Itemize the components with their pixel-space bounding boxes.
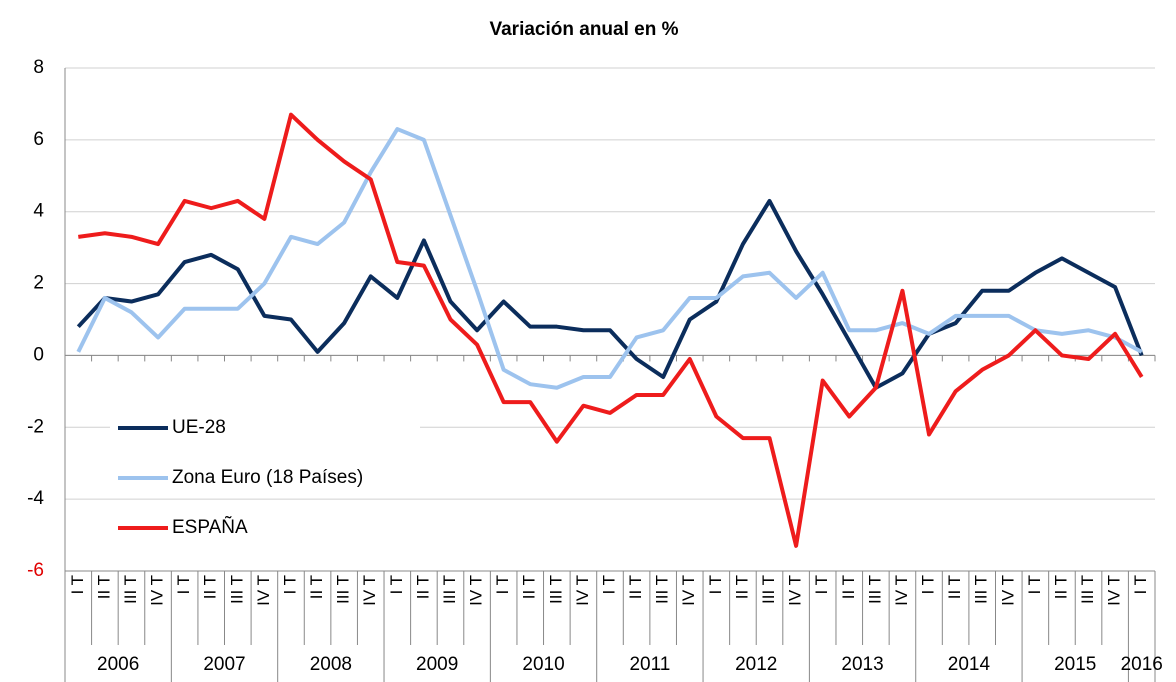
x-tick-label: I T xyxy=(919,575,938,595)
year-label: 2010 xyxy=(522,654,564,675)
x-tick-label: III T xyxy=(1078,575,1097,604)
year-label: 2015 xyxy=(1054,654,1096,675)
x-tick-label: III T xyxy=(972,575,991,604)
legend-label: Zona Euro (18 Países) xyxy=(172,467,363,488)
x-tick-label: I T xyxy=(387,575,406,595)
legend-label: ESPAÑA xyxy=(172,516,248,538)
x-tick-label: IV T xyxy=(467,575,486,606)
x-tick-label: I T xyxy=(280,575,299,595)
x-tick-label: II T xyxy=(732,575,751,599)
x-tick-label: III T xyxy=(653,575,672,604)
year-label: 2016 xyxy=(1121,654,1163,675)
year-label: 2009 xyxy=(416,654,458,675)
y-tick-label: -4 xyxy=(27,488,44,509)
y-tick-label: 4 xyxy=(33,201,44,222)
year-label: 2013 xyxy=(841,654,883,675)
x-tick-label: I T xyxy=(1131,575,1150,595)
series-line xyxy=(76,127,1143,390)
x-tick-label: I T xyxy=(1025,575,1044,595)
x-tick-label: II T xyxy=(1051,575,1070,599)
x-tick-label: II T xyxy=(626,575,645,599)
y-tick-label: 6 xyxy=(33,129,44,150)
x-tick-label: I T xyxy=(706,575,725,595)
x-tick-label: IV T xyxy=(360,575,379,606)
y-tick-label: 0 xyxy=(33,344,44,365)
x-tick-label: IV T xyxy=(892,575,911,606)
x-tick-label: IV T xyxy=(1105,575,1124,606)
x-tick-label: I T xyxy=(174,575,193,595)
y-tick-label: 2 xyxy=(33,273,44,294)
legend: UE-28 Zona Euro (18 Países) ESPAÑA xyxy=(110,408,420,548)
x-tick-label: IV T xyxy=(679,575,698,606)
axes: -6 -4 -2 0 2 4 6 8 I T II T III T IV T I T II T III T I… xyxy=(27,57,1163,682)
year-label: 2011 xyxy=(629,654,670,675)
x-tick-label: II T xyxy=(839,575,858,599)
x-tick-label: II T xyxy=(307,575,326,599)
y-tick-label: -2 xyxy=(27,416,44,437)
x-tick-label: I T xyxy=(493,575,512,595)
year-label: 2007 xyxy=(203,654,245,675)
year-label: 2012 xyxy=(735,654,777,675)
series-line xyxy=(76,198,1144,390)
x-tick-label: IV T xyxy=(148,575,167,606)
year-label: 2014 xyxy=(948,654,991,675)
x-tick-label: III T xyxy=(121,575,140,604)
x-tick-label: III T xyxy=(546,575,565,604)
x-tick-label: III T xyxy=(440,575,459,604)
year-label: 2008 xyxy=(310,654,352,675)
x-tick-label: III T xyxy=(227,575,246,604)
x-tick-label: IV T xyxy=(254,575,273,606)
x-tick-label: IV T xyxy=(573,575,592,606)
x-tick-label: IV T xyxy=(998,575,1017,606)
lines xyxy=(76,112,1144,548)
x-tick-label: III T xyxy=(759,575,778,604)
x-tick-label: II T xyxy=(201,575,220,599)
year-label: 2006 xyxy=(97,654,139,675)
chart-title: Variación anual en % xyxy=(489,19,678,40)
x-tick-label: III T xyxy=(865,575,884,604)
x-tick-label: II T xyxy=(94,575,113,599)
x-tick-label: I T xyxy=(599,575,618,595)
x-tick-label: III T xyxy=(334,575,353,604)
x-tick-label: I T xyxy=(812,575,831,595)
y-tick-label: 8 xyxy=(33,57,44,78)
y-tick-label: -6 xyxy=(27,560,44,581)
legend-label: UE-28 xyxy=(172,417,226,438)
x-tick-label: II T xyxy=(413,575,432,599)
x-tick-label: II T xyxy=(945,575,964,599)
series-line xyxy=(78,112,1144,548)
x-tick-label: II T xyxy=(520,575,539,599)
x-tick-label: IV T xyxy=(786,575,805,606)
x-tick-label: I T xyxy=(68,575,87,595)
